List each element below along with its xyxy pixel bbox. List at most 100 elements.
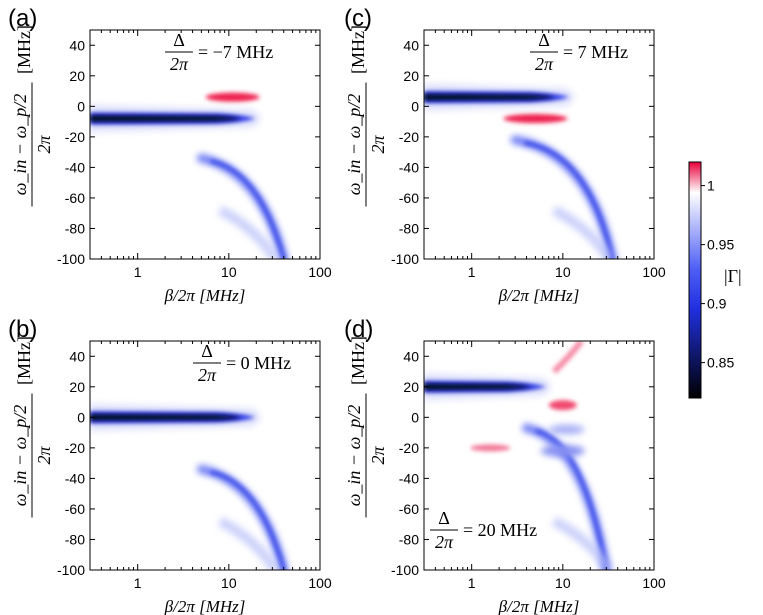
annotation-value: = −7 MHz — [198, 42, 273, 62]
y-axis-numerator: ω_in − ω_p/2 — [344, 94, 364, 196]
annotation-value: = 0 MHz — [226, 353, 291, 373]
resonance-core — [424, 383, 532, 390]
panel-label: (c) — [344, 5, 372, 32]
y-tick-label: -80 — [399, 531, 419, 547]
y-axis-numerator: ω_in − ω_p/2 — [10, 94, 30, 196]
y-tick-label: -40 — [399, 159, 419, 175]
colorbar-tick-label: 1 — [707, 178, 715, 194]
panel-label: (b) — [8, 316, 37, 343]
x-tick-label: 10 — [555, 575, 571, 591]
heatmap-features — [424, 341, 614, 570]
lower-branch-core — [535, 429, 609, 570]
annotation-denominator: 2π — [170, 54, 189, 74]
y-axis-unit: [MHz] — [348, 25, 368, 74]
x-tick-label: 100 — [308, 575, 332, 591]
detuning-annotation: Δ 2π = −7 MHz — [165, 30, 273, 74]
faint-branch — [551, 516, 614, 570]
y-tick-label: 40 — [69, 348, 85, 364]
y-tick-label: -60 — [399, 501, 419, 517]
y-tick-label: 0 — [411, 409, 419, 425]
resonance-core — [424, 94, 555, 101]
detuning-annotation: Δ 2π = 7 MHz — [530, 30, 628, 74]
plot-frame — [423, 340, 655, 571]
y-tick-label: 20 — [403, 68, 419, 84]
x-tick-label: 10 — [555, 264, 571, 280]
mid-branch-2 — [548, 424, 585, 435]
y-axis-unit: [MHz] — [14, 336, 34, 385]
panel-label: (a) — [8, 5, 37, 32]
lower-branch-core — [210, 470, 286, 570]
x-tick-label: 100 — [642, 575, 666, 591]
y-tick-label: -20 — [65, 440, 85, 456]
y-tick-label: 0 — [411, 98, 419, 114]
colorbar-label: |Γ| — [724, 266, 742, 286]
y-axis-label: ω_in − ω_p/2 2π [MHz] — [10, 336, 54, 518]
y-tick-label: -20 — [65, 129, 85, 145]
gain-region — [548, 400, 577, 411]
gain-upper — [551, 341, 584, 374]
x-axis-label: β/2π [MHz] — [498, 597, 580, 615]
resonance-core — [90, 115, 241, 122]
panel-c: 40 20 0 -20 -40 -60 -80 -100 1 10 100 β/2π [MHz] ω_i… — [344, 5, 666, 305]
annotation-denominator: 2π — [435, 532, 454, 552]
annotation-numerator: Δ — [438, 508, 450, 528]
y-tick-label: 0 — [77, 409, 85, 425]
faint-branch — [217, 205, 280, 259]
plot-frame — [89, 340, 321, 571]
gain-lower — [470, 444, 511, 452]
y-tick-label: 40 — [403, 37, 419, 53]
x-axis-label: β/2π [MHz] — [164, 597, 246, 615]
y-axis-denominator: 2π — [34, 446, 54, 465]
y-tick-label: -80 — [399, 220, 419, 236]
y-tick-label: -20 — [399, 129, 419, 145]
y-axis-numerator: ω_in − ω_p/2 — [344, 405, 364, 507]
y-tick-label: -60 — [65, 190, 85, 206]
y-tick-label: -40 — [65, 159, 85, 175]
detuning-annotation: Δ 2π = 0 MHz — [193, 341, 291, 385]
gain-region — [205, 92, 260, 102]
y-tick-label: 0 — [77, 98, 85, 114]
detuning-annotation: Δ 2π = 20 MHz — [430, 508, 537, 552]
y-axis-unit: [MHz] — [348, 336, 368, 385]
y-tick-label: 20 — [403, 379, 419, 395]
faint-branch — [551, 205, 614, 259]
y-tick-label: 20 — [69, 379, 85, 395]
panel-d: 40 20 0 -20 -40 -60 -80 -100 1 10 100 β/2π [MHz] ω_i… — [344, 316, 666, 615]
y-tick-label: -100 — [57, 251, 85, 267]
x-tick-label: 10 — [221, 264, 237, 280]
y-axis-label: ω_in − ω_p/2 2π [MHz] — [10, 25, 54, 207]
y-axis-label: ω_in − ω_p/2 2π [MHz] — [344, 25, 388, 207]
heatmap-features — [424, 83, 617, 259]
annotation-numerator: Δ — [538, 30, 550, 50]
faint-branch — [217, 516, 280, 570]
y-tick-label: -100 — [391, 251, 419, 267]
y-axis-numerator: ω_in − ω_p/2 — [10, 405, 30, 507]
panel-a: 40 20 0 -20 -40 -60 -80 -100 1 10 100 β/2π [MHz] ω_i… — [8, 5, 332, 305]
x-tick-label: 10 — [221, 575, 237, 591]
annotation-value: = 7 MHz — [563, 42, 628, 62]
y-tick-label: 40 — [69, 37, 85, 53]
y-tick-label: -60 — [399, 190, 419, 206]
gain-region — [503, 114, 568, 124]
x-tick-label: 1 — [468, 575, 476, 591]
colorbar-gradient — [688, 161, 702, 399]
plot-area — [90, 341, 320, 570]
annotation-denominator: 2π — [535, 54, 554, 74]
panel-label: (d) — [344, 316, 373, 343]
annotation-denominator: 2π — [198, 365, 217, 385]
lower-branch-core — [523, 141, 615, 259]
x-tick-label: 1 — [134, 575, 142, 591]
y-axis-denominator: 2π — [368, 446, 388, 465]
plot-area — [90, 30, 320, 259]
x-tick-label: 100 — [308, 264, 332, 280]
y-axis-denominator: 2π — [368, 135, 388, 154]
annotation-value: = 20 MHz — [463, 520, 537, 540]
mid-branch — [540, 444, 585, 457]
annotation-numerator: Δ — [173, 30, 185, 50]
y-tick-label: -100 — [391, 562, 419, 578]
y-axis-unit: [MHz] — [14, 25, 34, 74]
plot-frame — [89, 29, 321, 260]
colorbar-tick-label: 0.85 — [707, 355, 734, 371]
x-axis-label: β/2π [MHz] — [164, 286, 246, 305]
